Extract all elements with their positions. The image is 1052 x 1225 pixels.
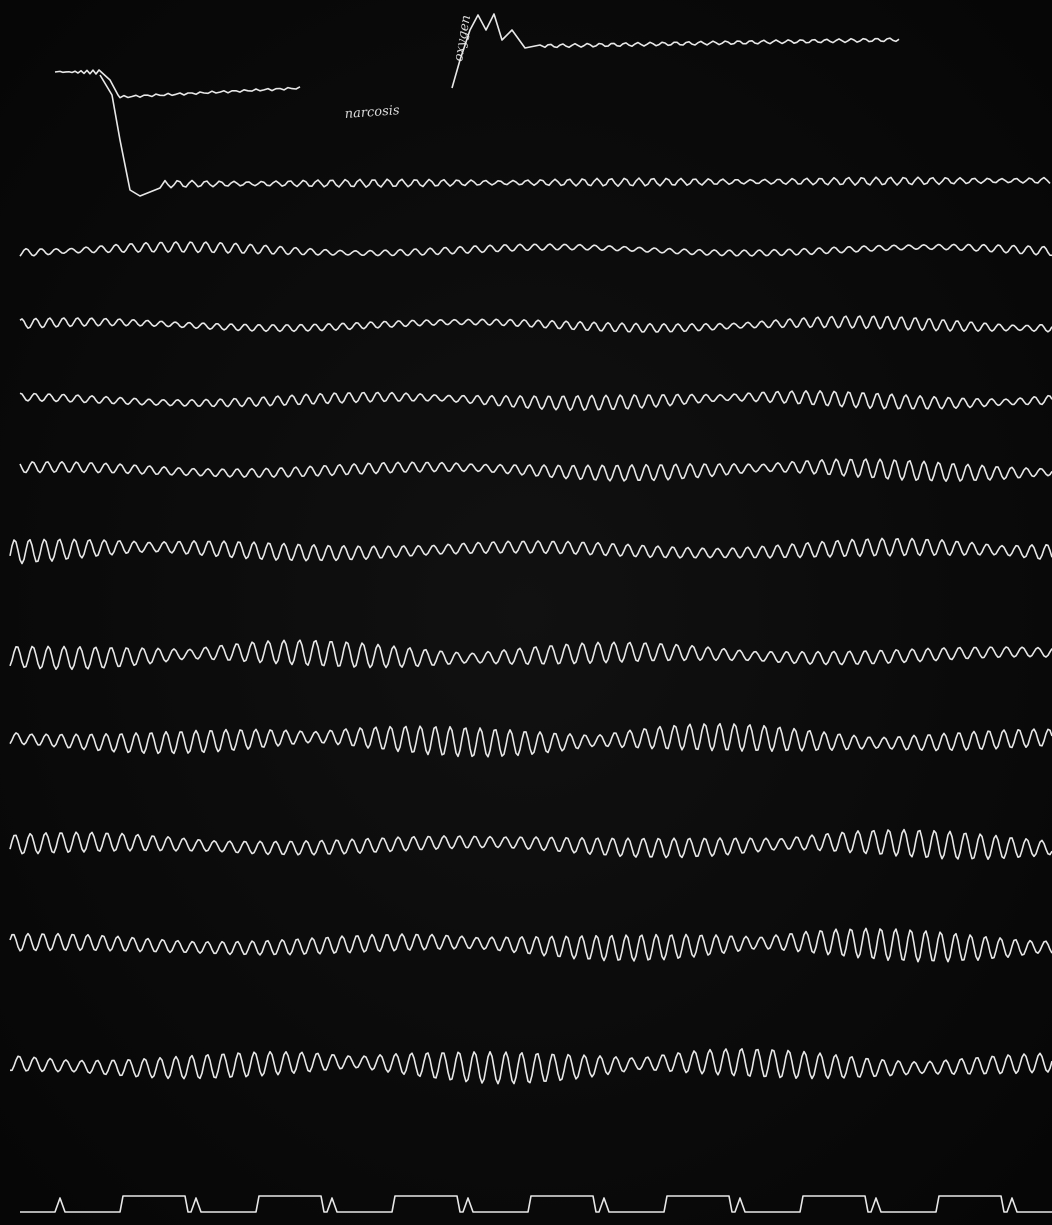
trace-line — [19, 390, 1052, 411]
trace-line — [9, 722, 1052, 758]
upper-trace — [54, 69, 301, 99]
traces — [9, 13, 1052, 1213]
trace-line — [19, 458, 1052, 482]
step-trace — [99, 74, 1051, 197]
oxygen-trace — [451, 13, 900, 89]
time-marker — [20, 1195, 1052, 1213]
trace-line — [9, 537, 1052, 565]
trace-line — [9, 828, 1052, 860]
trace-line — [10, 1048, 1052, 1085]
trace-line — [19, 241, 1052, 257]
handwritten-label: narcosis — [344, 103, 400, 122]
trace-line — [9, 639, 1052, 671]
trace-line — [19, 315, 1052, 333]
trace-line — [9, 927, 1052, 963]
